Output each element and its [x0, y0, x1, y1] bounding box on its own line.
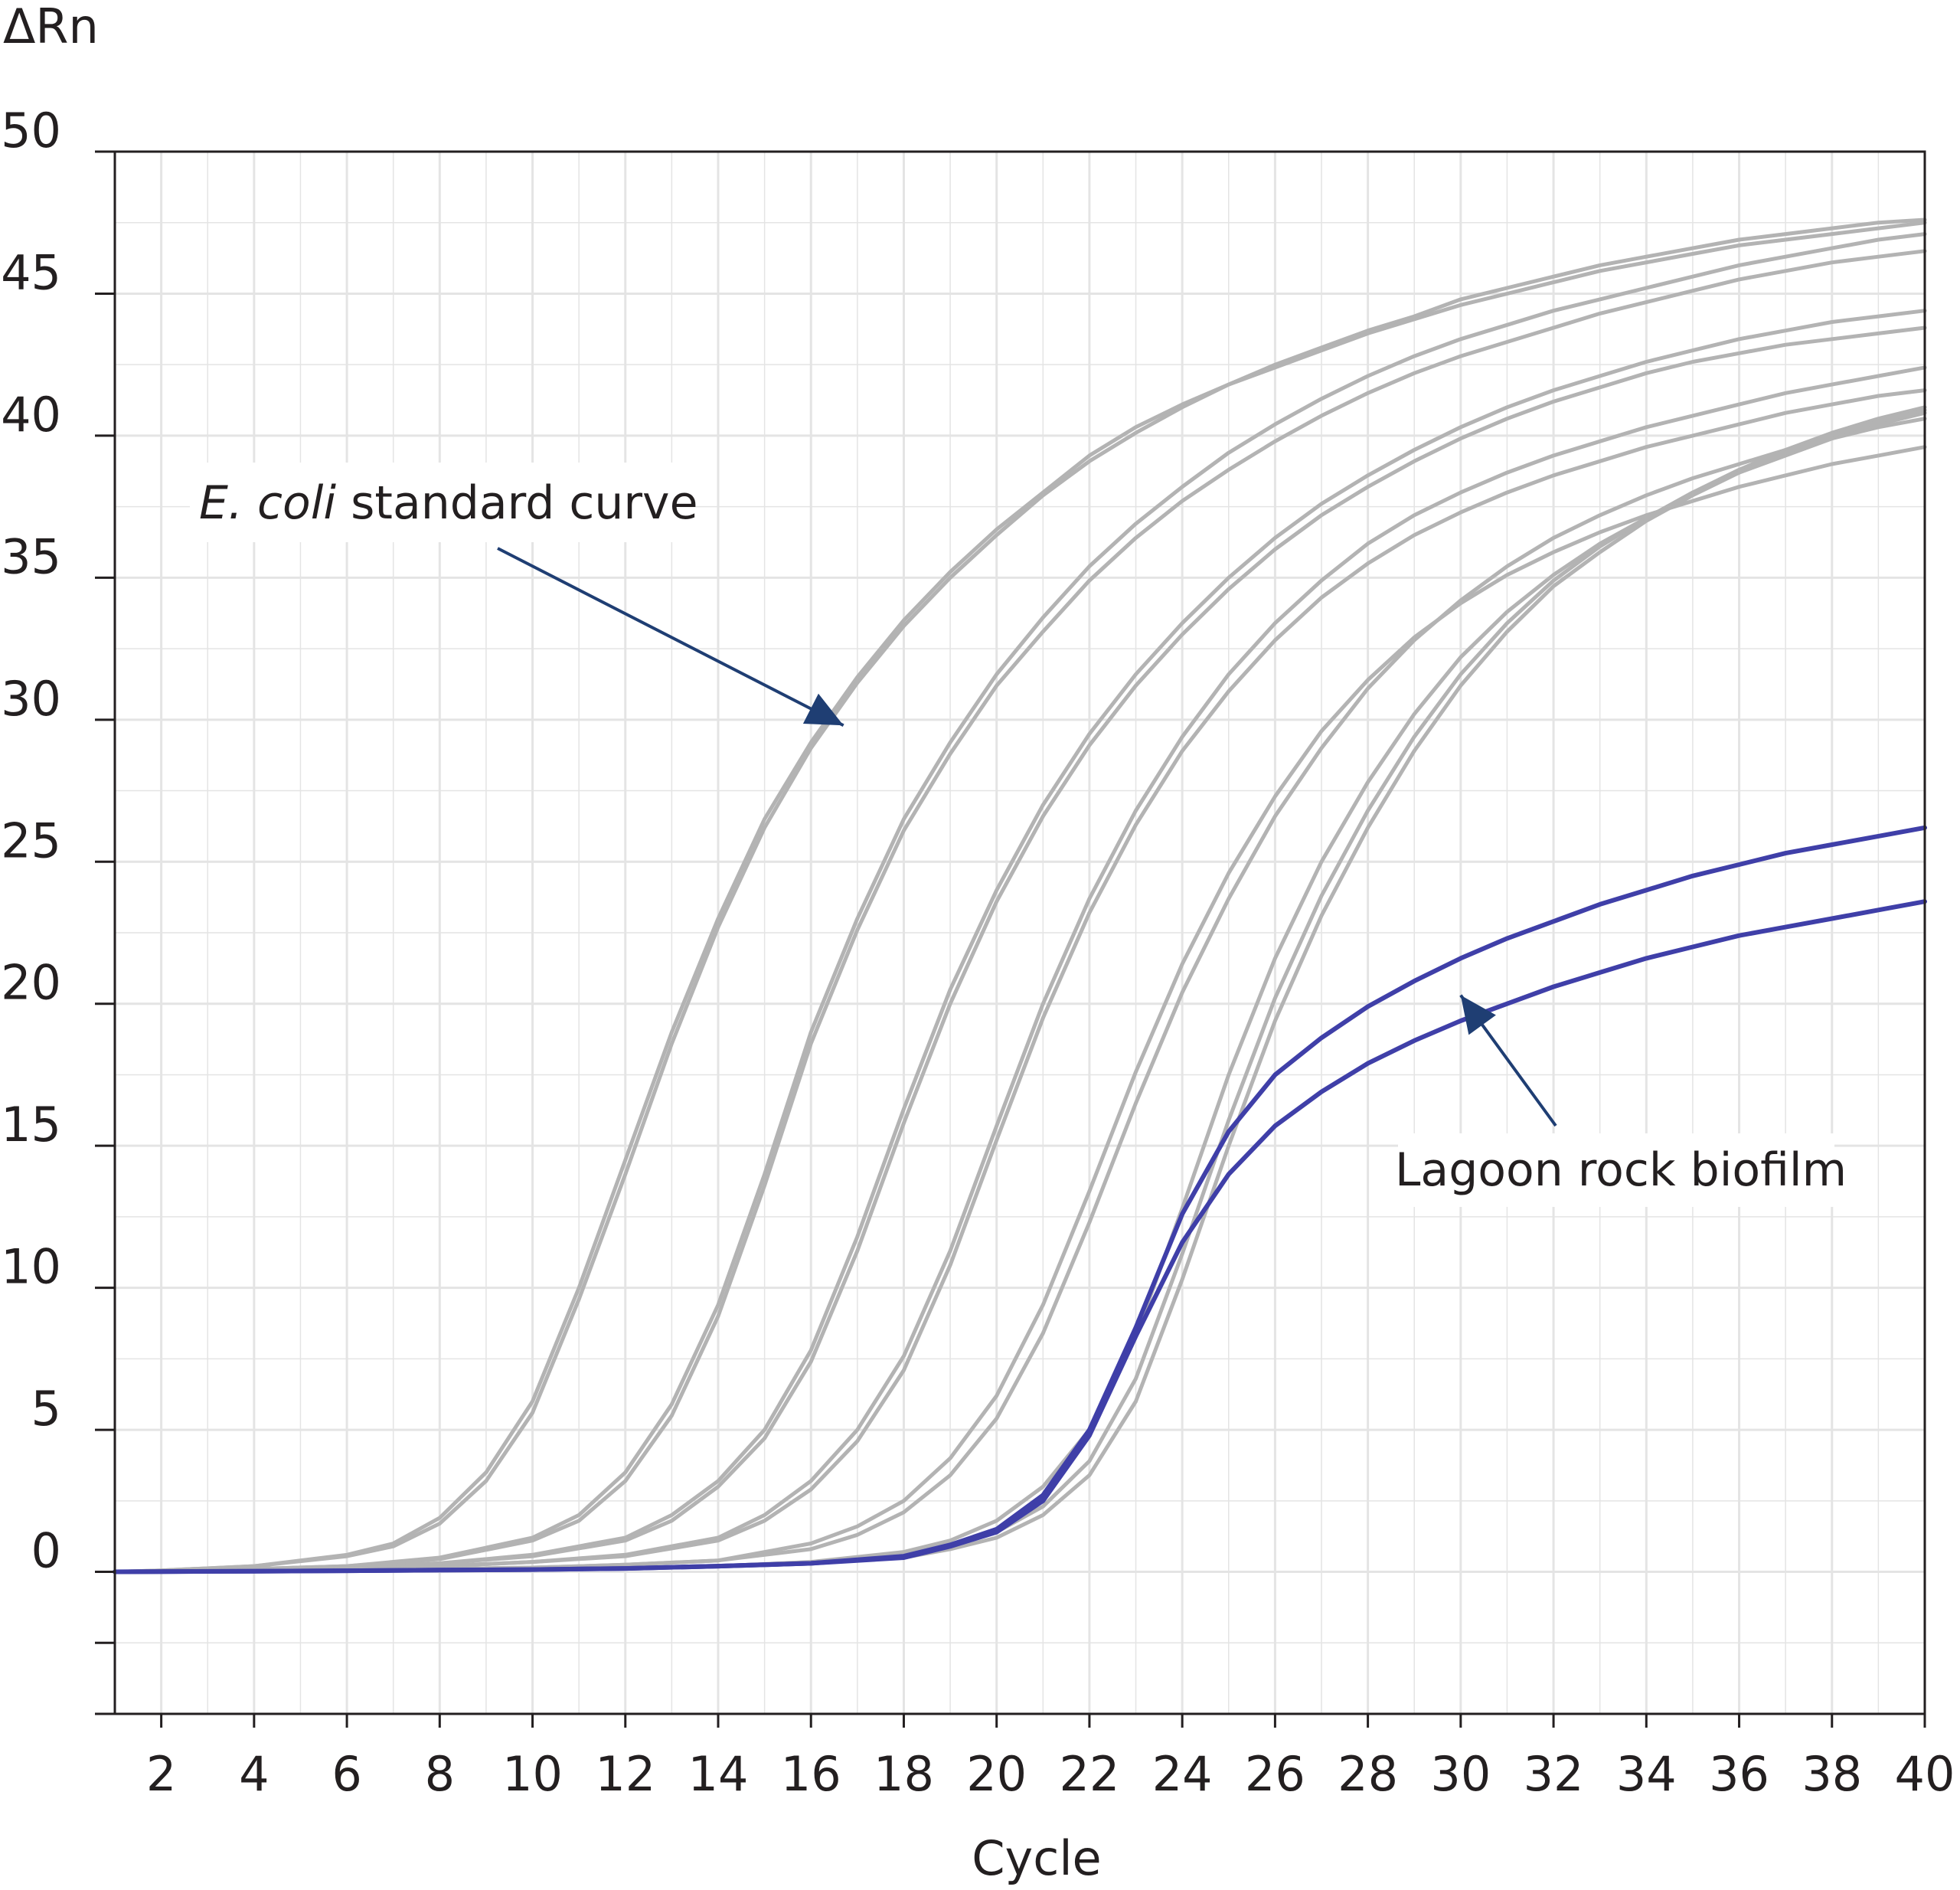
standard-curve-9 — [113, 445, 1927, 1574]
standard-curve-11 — [113, 410, 1927, 1574]
y-tick-label: 25 — [1, 813, 61, 868]
y-tick-label: 0 — [31, 1523, 61, 1579]
x-tick-label: 6 — [332, 1746, 361, 1802]
x-tick-label: 40 — [1895, 1746, 1955, 1802]
y-tick-label: 30 — [1, 671, 61, 727]
standard-curve-3 — [113, 232, 1927, 1574]
annotation-biofilm-arrow — [1459, 994, 1557, 1127]
y-tick-label: 5 — [31, 1381, 61, 1437]
x-axis-title: Cycle — [972, 1830, 1101, 1886]
standard-curve-5 — [113, 309, 1927, 1574]
x-tick-label: 10 — [502, 1746, 563, 1802]
standard-curve-1 — [113, 217, 1927, 1574]
annotation-ecoli-text: standard curve — [336, 476, 697, 530]
x-tick-label: 8 — [425, 1746, 455, 1802]
y-tick-label: 10 — [1, 1239, 61, 1295]
axes — [113, 150, 1926, 1715]
x-tick-label: 2 — [146, 1746, 176, 1802]
annotation-ecoli-italic: E. coli — [199, 476, 336, 530]
y-tick-label: 50 — [1, 103, 61, 159]
x-tick-label: 12 — [595, 1746, 655, 1802]
standard-curve-13 — [113, 408, 1927, 1574]
standard-curve-7 — [113, 365, 1927, 1574]
biofilm-curve-15 — [113, 899, 1927, 1574]
annotations: E. coli standard curve Lagoon rock biofil… — [190, 463, 1847, 1207]
plot-frame — [113, 150, 1926, 1715]
arrow-head — [1460, 995, 1496, 1035]
x-tick-label: 16 — [781, 1746, 841, 1802]
y-tick-label: 45 — [1, 244, 61, 300]
x-tick-label: 32 — [1524, 1746, 1584, 1802]
x-tick-label: 38 — [1802, 1746, 1862, 1802]
y-axis-title: ΔRn — [3, 0, 99, 54]
standard-curve-12 — [113, 405, 1927, 1574]
amplification-curves — [113, 217, 1927, 1574]
x-tick-label: 26 — [1245, 1746, 1305, 1802]
y-tick-label: 15 — [1, 1097, 61, 1153]
annotation-ecoli-label: E. coli standard curve — [199, 476, 697, 530]
y-tick-label: 40 — [1, 387, 61, 443]
x-tick-label: 18 — [874, 1746, 934, 1802]
annotation-ecoli-arrow — [497, 547, 844, 728]
x-tick-label: 14 — [688, 1746, 749, 1802]
annotation-biofilm-label: Lagoon rock biofilm — [1395, 1143, 1847, 1197]
arrow-shaft — [497, 547, 844, 728]
standard-curve-2 — [113, 221, 1927, 1574]
standard-curve-10 — [113, 417, 1927, 1574]
standard-curve-8 — [113, 388, 1927, 1574]
x-tick-label: 30 — [1430, 1746, 1491, 1802]
standard-curve-4 — [113, 249, 1927, 1574]
y-axis-ticks: 0 5 10 15 20 25 30 35 40 45 50 — [1, 103, 115, 1715]
standard-curve-6 — [113, 325, 1927, 1574]
x-tick-label: 34 — [1616, 1746, 1677, 1802]
x-tick-label: 36 — [1709, 1746, 1769, 1802]
x-tick-label: 22 — [1059, 1746, 1119, 1802]
x-axis-ticks: 2 4 6 8 10 12 14 16 18 20 22 24 26 28 30 32 34 36 38 40 — [146, 1714, 1955, 1802]
arrow-head — [802, 693, 844, 726]
x-tick-label: 4 — [239, 1746, 269, 1802]
y-tick-label: 20 — [1, 955, 61, 1011]
annotation-bg — [1398, 1133, 1834, 1207]
annotation-bg — [190, 463, 680, 542]
y-tick-label: 35 — [1, 528, 61, 584]
x-tick-label: 24 — [1152, 1746, 1213, 1802]
x-tick-label: 28 — [1338, 1746, 1398, 1802]
grid-lines — [114, 150, 1926, 1715]
x-tick-label: 20 — [966, 1746, 1027, 1802]
